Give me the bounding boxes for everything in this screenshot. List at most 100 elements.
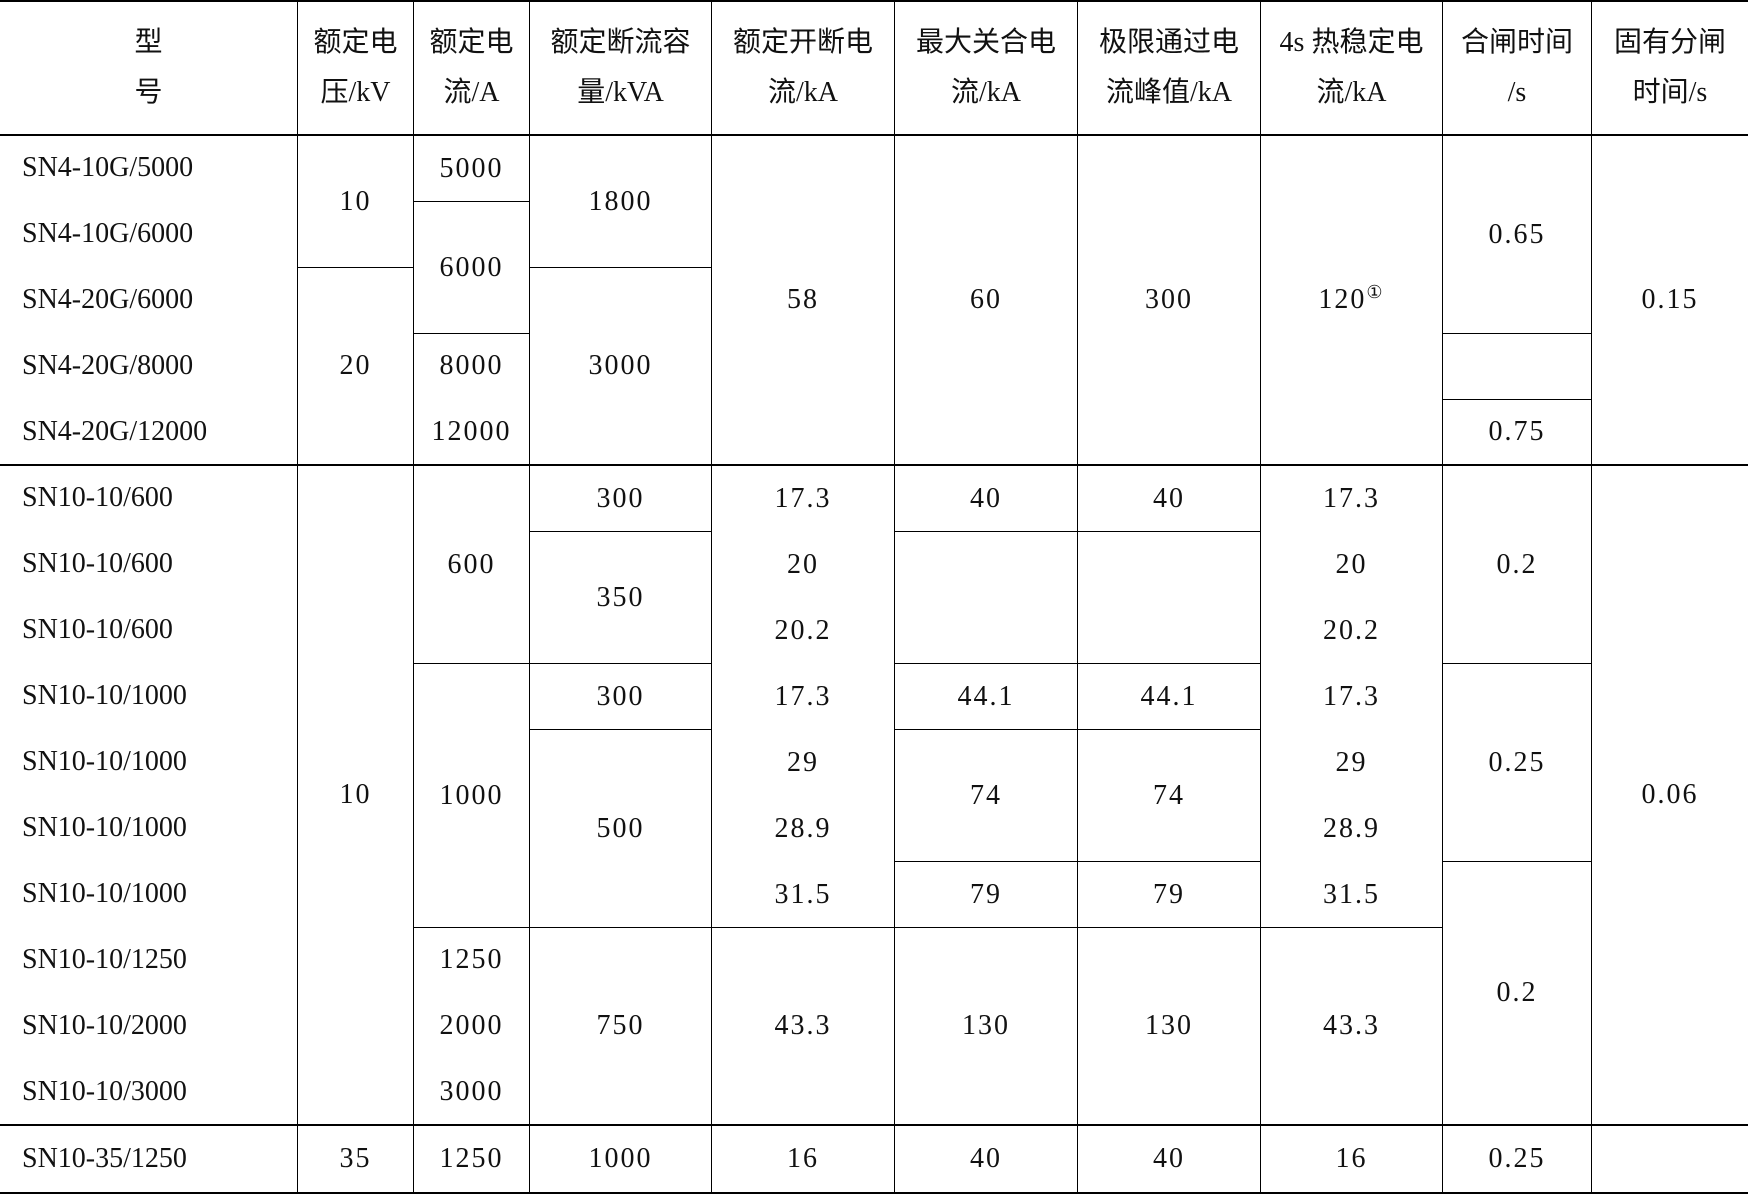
cell-value: 10 (339, 185, 372, 217)
cell-value: 31.5 (774, 878, 832, 910)
cell-value: 10 (339, 779, 372, 810)
data-cell: 43.3 (1261, 928, 1443, 1126)
data-cell: 10 (298, 136, 414, 268)
cell-value: 79 (970, 878, 1002, 910)
data-cell: 350 (530, 532, 712, 664)
cell-value: 58 (787, 284, 819, 315)
cell-value: 43.3 (1323, 1010, 1380, 1041)
data-cell: 1250 2000 3000 (414, 928, 530, 1126)
cell-value: 17.3 (774, 680, 832, 712)
data-cell: 1000 (414, 664, 530, 928)
data-cell: 17.3 20 20.2 17.3 29 28.9 31.5 (1261, 466, 1443, 928)
data-cell: 16 (1261, 1126, 1443, 1192)
cell-value: 20 (787, 548, 819, 580)
cell-value: 0.2 (1496, 977, 1538, 1008)
header-text: 极限通过电 (1098, 27, 1239, 58)
data-cell: 3000 (530, 268, 712, 466)
model-name: SN10-10/1000 (22, 680, 187, 711)
model-name: SN10-10/1250 (22, 944, 187, 975)
cell-value: 16 (1335, 1143, 1368, 1174)
cell-value: 120① (1318, 282, 1385, 315)
data-cell: 20 (298, 268, 414, 466)
data-cell: 0.65 (1443, 136, 1592, 334)
data-cell: 8000 12000 (414, 334, 530, 466)
data-cell: 0.25 (1443, 1126, 1592, 1192)
cell-value: 1000 (439, 779, 504, 811)
cell-value: 40 (970, 1143, 1002, 1174)
header-cell: 额定电压/kV (298, 2, 414, 136)
model-name: SN4-10G/5000 (22, 152, 194, 183)
cell-value: 0.06 (1641, 779, 1699, 810)
header-text: 额定电 (429, 27, 514, 58)
data-cell: 44.1 (1078, 664, 1261, 730)
data-cell: 17.3 20 20.2 17.3 29 28.9 31.5 (712, 466, 895, 928)
header-text: 流/A (443, 77, 500, 108)
data-cell: 43.3 (712, 928, 895, 1126)
cell-value: 40 (1153, 482, 1185, 514)
model-name: SN10-10/1000 (22, 812, 187, 843)
cell-value: 0.65 (1488, 218, 1546, 250)
cell-value: 1000 (588, 1143, 653, 1174)
cell-value: 20 (339, 350, 372, 381)
cell-value: 1250 (439, 944, 504, 975)
data-cell: 0.15 (1592, 136, 1748, 466)
data-cell: 1000 (530, 1126, 712, 1192)
header-text: 量/kVA (577, 77, 664, 108)
data-cell: 10 (298, 466, 414, 1126)
cell-value: 43.3 (774, 1010, 832, 1041)
cell-value: 40 (970, 482, 1002, 514)
cell-value: 0.15 (1641, 284, 1699, 315)
data-cell (1443, 334, 1592, 400)
data-cell (1078, 532, 1261, 664)
data-cell: 0.2 (1443, 466, 1592, 664)
data-cell: 44.1 (895, 664, 1078, 730)
cell-value: 0.25 (1488, 746, 1546, 778)
header-text: 流/kA (950, 77, 1021, 108)
header-text: 额定开断电 (732, 27, 873, 58)
cell-value: 300 (596, 482, 645, 514)
header-text: 流/kA (767, 77, 838, 108)
data-cell: 300 (530, 466, 712, 532)
data-cell: 300 (1078, 136, 1261, 466)
data-cell (1592, 1126, 1748, 1192)
data-cell: 74 (1078, 730, 1261, 862)
header-cell: 最大关合电流/kA (895, 2, 1078, 136)
model-name: SN10-10/3000 (22, 1076, 187, 1107)
cell-value: 300 (1145, 284, 1193, 315)
header-text: 合闸时间 (1460, 27, 1573, 58)
model-name: SN10-10/1000 (22, 746, 187, 777)
cell-value: 600 (447, 548, 496, 580)
header-text: 流峰值/kA (1105, 77, 1232, 108)
cell-value: 17.3 (774, 482, 832, 514)
cell-value: 20.2 (774, 614, 832, 646)
cell-value: 16 (787, 1143, 819, 1174)
cell-value: 74 (1153, 779, 1185, 811)
cell-value: 8000 (439, 350, 504, 381)
data-cell: 600 (414, 466, 530, 664)
model-name: SN4-10G/6000 (22, 218, 194, 249)
header-cell: 额定开断电流/kA (712, 2, 895, 136)
cell-value: 130 (1145, 1010, 1193, 1041)
header-text: 固有分闸 (1613, 27, 1726, 58)
data-cell: 750 (530, 928, 712, 1126)
model-name: SN10-10/600 (22, 614, 173, 645)
cell-value: 17.3 (1323, 482, 1380, 514)
data-cell: 6000 (414, 202, 530, 334)
model-name: SN10-10/2000 (22, 1010, 187, 1041)
cell-value: 29 (1335, 746, 1368, 778)
header-text: 最大关合电 (915, 27, 1056, 58)
cell-value: 20.2 (1323, 614, 1380, 646)
header-text: 额定电 (313, 27, 398, 58)
cell-value: 0.2 (1496, 548, 1538, 580)
cell-value: 5000 (439, 152, 504, 184)
data-cell: 0.2 (1443, 862, 1592, 1126)
data-cell: 500 (530, 730, 712, 928)
model-cell: SN10-35/1250 (0, 1126, 298, 1192)
data-cell (895, 532, 1078, 664)
cell-value: 31.5 (1323, 878, 1380, 910)
data-cell: 79 (895, 862, 1078, 928)
header-text: 压/kV (320, 77, 391, 108)
data-cell: 0.06 (1592, 466, 1748, 1126)
cell-value: 1800 (588, 185, 653, 217)
